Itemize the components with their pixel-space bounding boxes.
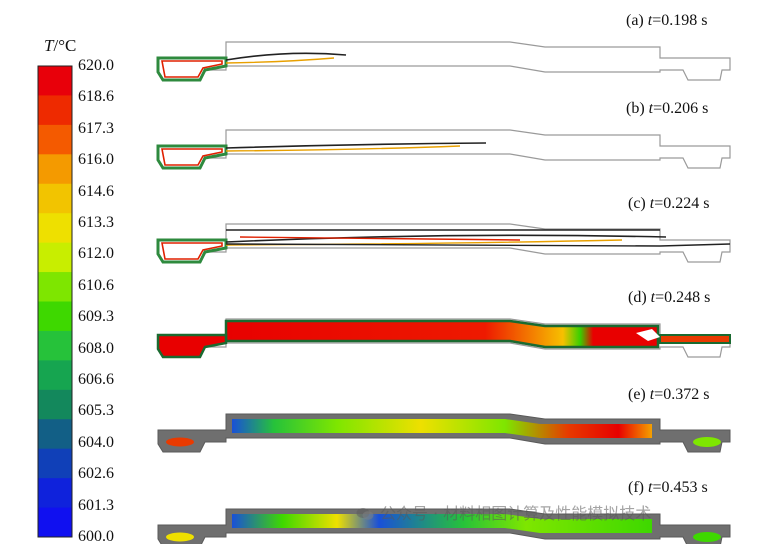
- colorbar-tick-label: 609.3: [78, 308, 114, 326]
- runner-melt: [166, 532, 194, 542]
- colorbar-tick-label: 618.6: [78, 88, 114, 106]
- overflow-melt: [693, 532, 721, 542]
- runner-melt-front: [161, 242, 223, 260]
- colorbar-band: [38, 183, 72, 214]
- melt-field: [224, 319, 660, 349]
- flow-front-line: [225, 243, 731, 247]
- snapshot-e: [157, 413, 731, 453]
- wechat-icon: [356, 508, 374, 520]
- colorbar-band: [38, 272, 72, 302]
- runner-melt: [156, 333, 228, 359]
- colorbar-band: [38, 448, 72, 479]
- panel-label-d: (d) t=0.248 s: [628, 289, 711, 306]
- overflow-melt: [693, 437, 721, 447]
- casting-outline: [157, 129, 731, 169]
- colorbar-tick-label: 617.3: [78, 119, 114, 137]
- colorbar-band: [38, 301, 72, 332]
- colorbar-band: [38, 124, 72, 155]
- overflow-melt: [659, 334, 731, 344]
- colorbar-band: [38, 66, 72, 96]
- flow-front-line: [225, 142, 487, 149]
- colorbar-tick-label: 600.0: [78, 528, 114, 545]
- snapshot-b: [156, 129, 731, 170]
- snapshot-d: [156, 318, 731, 359]
- runner-melt: [166, 437, 194, 447]
- colorbar-band: [38, 389, 72, 420]
- flow-front-line: [225, 52, 347, 61]
- colorbar-tick-label: 610.6: [78, 276, 114, 294]
- colorbar-tick-label: 612.0: [78, 245, 114, 263]
- unfilled-pocket: [636, 329, 660, 341]
- snapshot-f: [157, 508, 731, 544]
- flow-front-line: [225, 234, 667, 243]
- colorbar-tick-label: 604.0: [78, 433, 114, 451]
- colorbar-band: [38, 330, 72, 361]
- colorbar-frame: [37, 65, 73, 538]
- colorbar-tick-label: 606.6: [78, 371, 114, 388]
- colorbar-band: [38, 360, 72, 391]
- colorbar-band: [38, 213, 72, 244]
- snapshot-a: [156, 41, 731, 82]
- colorbar-band: [38, 95, 72, 126]
- colorbar-band: [38, 242, 72, 273]
- colorbar-title: T/°C: [44, 36, 77, 55]
- colorbar-tick-label: 616.0: [78, 151, 114, 169]
- colorbar-tick-label: 601.3: [78, 496, 114, 514]
- runner-melt-front: [161, 60, 223, 78]
- panel-label-e: (e) t=0.372 s: [628, 386, 710, 403]
- watermark: 公众号 · 材料相图计算及性能模拟技术: [356, 500, 651, 524]
- colorbar-tick-label: 608.0: [78, 339, 114, 357]
- colorbar-tick-label: 605.3: [78, 402, 114, 420]
- colorbar-band: [38, 154, 72, 185]
- colorbar-band: [38, 507, 72, 538]
- colorbar-tick-label: 614.6: [78, 182, 114, 200]
- panel-label-a: (a) t=0.198 s: [626, 12, 708, 29]
- colorbar-band: [38, 478, 72, 509]
- colorbar-tick-label: 620.0: [78, 57, 114, 74]
- melt-core: [232, 419, 652, 438]
- casting-outline: [157, 41, 731, 81]
- flow-front-line: [225, 57, 335, 64]
- panel-label-c: (c) t=0.224 s: [628, 195, 710, 212]
- melt-core: [232, 514, 652, 533]
- colorbar-band: [38, 419, 72, 450]
- flow-front-line: [225, 145, 461, 152]
- flow-front-line: [239, 236, 521, 241]
- colorbar-tick-label: 602.6: [78, 465, 114, 483]
- runner-melt-front: [161, 148, 223, 166]
- colorbar-tick-label: 613.3: [78, 214, 114, 231]
- panel-label-f: (f) t=0.453 s: [628, 479, 708, 496]
- panel-label-b: (b) t=0.206 s: [626, 100, 709, 117]
